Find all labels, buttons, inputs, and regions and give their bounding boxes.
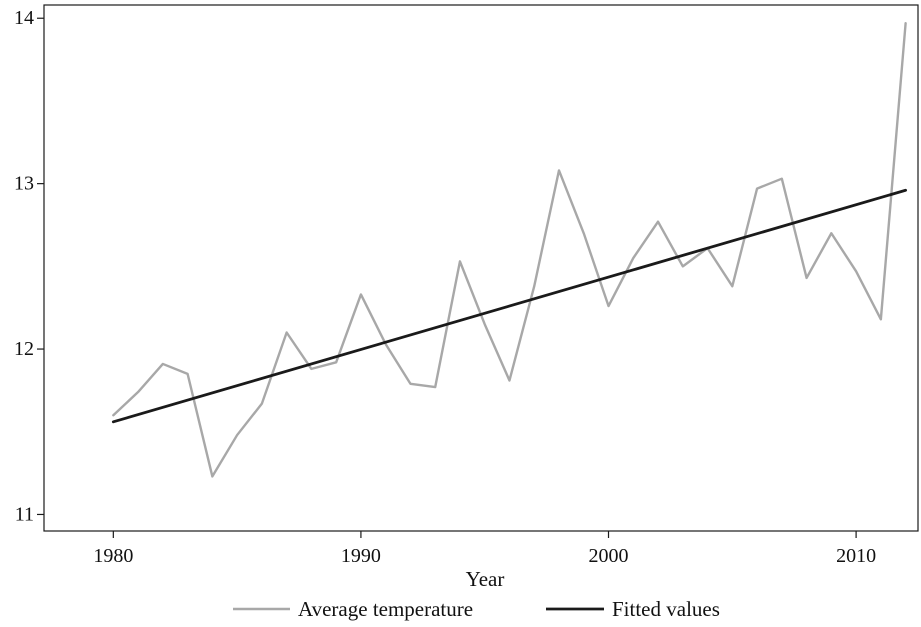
- legend-label: Fitted values: [612, 597, 720, 621]
- legend: Average temperature Fitted values: [233, 597, 720, 621]
- y-tick-label: 12: [14, 338, 34, 360]
- y-tick-label: 11: [15, 503, 34, 525]
- x-tick-label: 1980: [93, 545, 133, 567]
- series-line-average-temperature: [112, 21, 907, 478]
- plot-frame: [43, 4, 919, 532]
- y-axis: 11 12 13 14: [14, 7, 44, 525]
- plot-border: [43, 4, 919, 532]
- series-line-fitted-values: [111, 188, 908, 424]
- x-axis-title: Year: [466, 567, 505, 591]
- x-axis: 1980 1990 2000 2010: [93, 531, 876, 567]
- y-tick-label: 13: [14, 173, 34, 195]
- x-tick-label: 1990: [341, 545, 381, 567]
- series-layer: [111, 21, 908, 478]
- legend-label: Average temperature: [298, 597, 473, 621]
- x-tick-label: 2000: [589, 545, 629, 567]
- y-tick-label: 14: [14, 7, 34, 29]
- x-tick-label: 2010: [836, 545, 876, 567]
